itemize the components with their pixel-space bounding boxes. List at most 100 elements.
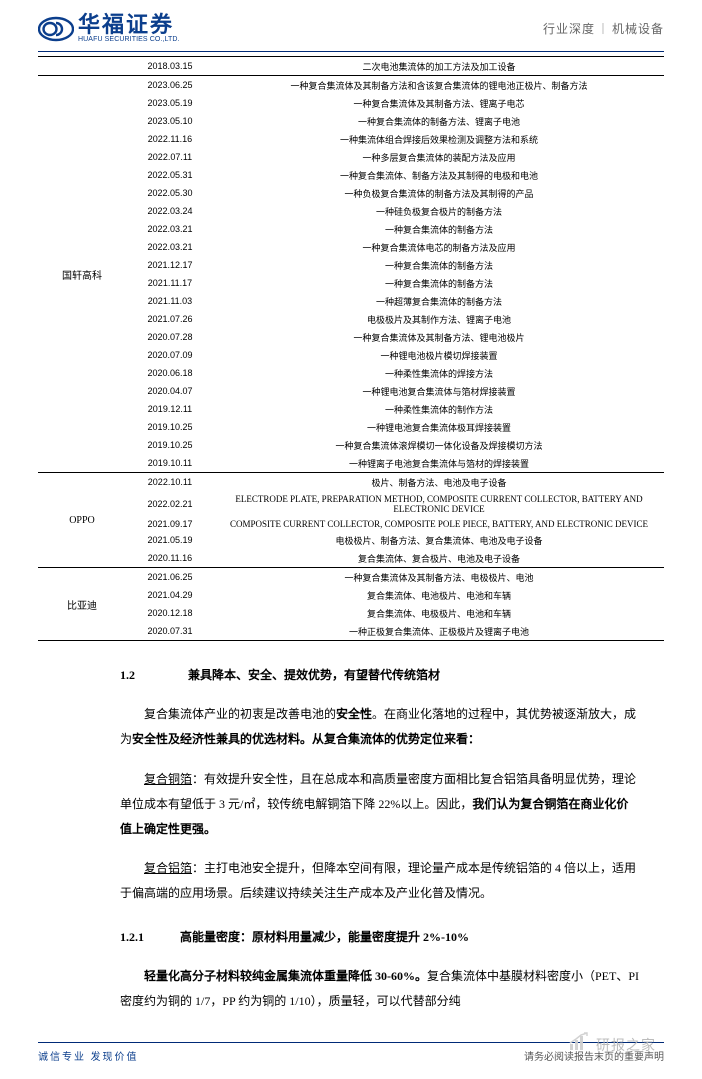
table-row: 比亚迪2021.06.25一种复合集流体及其制备方法、电极极片、电池 [38,568,664,587]
date-cell: 2021.11.17 [126,274,214,292]
table-row: 2021.11.17一种复合集流体的制备方法 [38,274,664,292]
date-cell: 2018.03.15 [126,57,214,76]
date-cell: 2021.04.29 [126,586,214,604]
logo-en-text: HUAFU SECURITIES CO.,LTD. [78,36,180,43]
desc-cell: 一种复合集流体的制备方法 [214,220,664,238]
desc-cell: 复合集流体、复合极片、电池及电子设备 [214,549,664,568]
table-row: 2020.07.09一种锂电池极片模切焊接装置 [38,346,664,364]
patent-table-wrap: 2018.03.15二次电池集流体的加工方法及加工设备国轩高科2023.06.2… [0,56,702,641]
desc-cell: 二次电池集流体的加工方法及加工设备 [214,57,664,76]
footer-left: 诚信专业 发现价值 [38,1048,139,1063]
date-cell: 2021.06.25 [126,568,214,587]
date-cell: 2019.10.11 [126,454,214,473]
date-cell: 2019.12.11 [126,400,214,418]
desc-cell: 复合集流体、电极极片、电池和车辆 [214,604,664,622]
desc-cell: 一种锂电池复合集流体极耳焊接装置 [214,418,664,436]
table-row: 2019.10.25一种复合集流体滚焊模切一体化设备及焊接模切方法 [38,436,664,454]
header-rule [38,51,664,52]
desc-cell: 一种复合集流体及其制备方法和含该复合集流体的锂电池正极片、制备方法 [214,76,664,95]
date-cell: 2022.05.31 [126,166,214,184]
table-row: 2020.04.07一种锂电池复合集流体与箔材焊接装置 [38,382,664,400]
table-row: OPPO2022.10.11极片、制备方法、电池及电子设备 [38,473,664,492]
date-cell: 2022.10.11 [126,473,214,492]
desc-cell: 一种柔性集流体的制作方法 [214,400,664,418]
company-cell: 比亚迪 [38,568,126,641]
date-cell: 2022.02.21 [126,491,214,516]
date-cell: 2020.06.18 [126,364,214,382]
table-row: 2021.04.29复合集流体、电池极片、电池和车辆 [38,586,664,604]
date-cell: 2021.07.26 [126,310,214,328]
date-cell: 2022.03.21 [126,220,214,238]
table-row: 2022.03.21一种复合集流体的制备方法 [38,220,664,238]
aluminum-foil-label: 复合铝箔 [144,861,192,875]
section-number: 1.2 [120,663,168,688]
desc-cell: 一种硅负极复合极片的制备方法 [214,202,664,220]
desc-cell: 一种复合集流体的制备方法、锂离子电池 [214,112,664,130]
table-row: 2023.05.19一种复合集流体及其制备方法、锂离子电芯 [38,94,664,112]
table-row: 2021.07.26电极极片及其制作方法、锂离子电池 [38,310,664,328]
date-cell: 2020.11.16 [126,549,214,568]
table-row: 2022.03.24一种硅负极复合极片的制备方法 [38,202,664,220]
subsection-title: 高能量密度：原材料用量减少，能量密度提升 2%-10% [180,925,469,950]
date-cell: 2021.11.03 [126,292,214,310]
desc-cell: 极片、制备方法、电池及电子设备 [214,473,664,492]
date-cell: 2023.06.25 [126,76,214,95]
date-cell: 2022.07.11 [126,148,214,166]
company-cell: OPPO [38,473,126,568]
desc-cell: 一种复合集流体及其制备方法、锂离子电芯 [214,94,664,112]
subsection-number: 1.2.1 [120,925,166,950]
table-row: 2023.05.10一种复合集流体的制备方法、锂离子电池 [38,112,664,130]
desc-cell: 一种复合集流体、制备方法及其制得的电极和电池 [214,166,664,184]
desc-cell: 一种柔性集流体的焊接方法 [214,364,664,382]
desc-cell: 一种集流体组合焊接后效果检测及调整方法和系统 [214,130,664,148]
logo-cn-text: 华福证券 [78,14,180,36]
doc-sector: 机械设备 [612,22,664,36]
page-header: 华福证券 HUAFU SECURITIES CO.,LTD. 行业深度丨机械设备 [0,0,702,49]
paragraph-4: 轻量化高分子材料较纯金属集流体重量降低 30-60%。复合集流体中基膜材料密度小… [120,964,640,1014]
table-row: 2020.11.16复合集流体、复合极片、电池及电子设备 [38,549,664,568]
company-cell: 国轩高科 [38,76,126,473]
desc-cell: 一种超薄复合集流体的制备方法 [214,292,664,310]
watermark-icon [568,1032,590,1057]
date-cell: 2020.12.18 [126,604,214,622]
table-row: 2020.07.28一种复合集流体及其制备方法、锂电池极片 [38,328,664,346]
date-cell: 2021.05.19 [126,531,214,549]
desc-cell: 一种复合集流体滚焊模切一体化设备及焊接模切方法 [214,436,664,454]
table-row: 2019.10.25一种锂电池复合集流体极耳焊接装置 [38,418,664,436]
table-row: 2022.05.30一种负极复合集流体的制备方法及其制得的产品 [38,184,664,202]
desc-cell: ELECTRODE PLATE, PREPARATION METHOD, COM… [214,491,664,516]
header-category: 行业深度丨机械设备 [543,20,664,37]
desc-cell: 一种复合集流体的制备方法 [214,256,664,274]
desc-cell: 一种多层复合集流体的装配方法及应用 [214,148,664,166]
table-row: 2022.02.21ELECTRODE PLATE, PREPARATION M… [38,491,664,516]
desc-cell: 一种复合集流体电芯的制备方法及应用 [214,238,664,256]
table-row: 2019.10.11一种锂离子电池复合集流体与箔材的焊接装置 [38,454,664,473]
date-cell: 2022.05.30 [126,184,214,202]
date-cell: 2023.05.10 [126,112,214,130]
date-cell: 2023.05.19 [126,94,214,112]
table-row: 2022.03.21一种复合集流体电芯的制备方法及应用 [38,238,664,256]
table-row: 2018.03.15二次电池集流体的加工方法及加工设备 [38,57,664,76]
table-row: 2021.09.17COMPOSITE CURRENT COLLECTOR, C… [38,516,664,531]
date-cell: 2020.07.31 [126,622,214,640]
subsection-heading: 1.2.1 高能量密度：原材料用量减少，能量密度提升 2%-10% [120,925,640,950]
patent-table: 2018.03.15二次电池集流体的加工方法及加工设备国轩高科2023.06.2… [38,56,664,640]
desc-cell: 电极极片、制备方法、复合集流体、电池及电子设备 [214,531,664,549]
date-cell: 2020.04.07 [126,382,214,400]
table-row: 2019.12.11一种柔性集流体的制作方法 [38,400,664,418]
company-cell [38,57,126,76]
desc-cell: 一种正极复合集流体、正极极片及锂离子电池 [214,622,664,640]
copper-foil-label: 复合铜箔 [144,772,192,786]
section-title: 兼具降本、安全、提效优势，有望替代传统箔材 [188,663,440,688]
table-row: 2021.05.19电极极片、制备方法、复合集流体、电池及电子设备 [38,531,664,549]
table-row: 2020.07.31一种正极复合集流体、正极极片及锂离子电池 [38,622,664,640]
table-row: 2020.12.18复合集流体、电极极片、电池和车辆 [38,604,664,622]
paragraph-1: 复合集流体产业的初衷是改善电池的安全性。在商业化落地的过程中，其优势被逐渐放大，… [120,702,640,752]
watermark-text: 研报之家 [596,1035,656,1055]
watermark: 研报之家 [568,1032,656,1057]
table-row: 2022.11.16一种集流体组合焊接后效果检测及调整方法和系统 [38,130,664,148]
date-cell: 2019.10.25 [126,436,214,454]
date-cell: 2020.07.28 [126,328,214,346]
desc-cell: 一种锂电池复合集流体与箔材焊接装置 [214,382,664,400]
table-row: 2021.12.17一种复合集流体的制备方法 [38,256,664,274]
